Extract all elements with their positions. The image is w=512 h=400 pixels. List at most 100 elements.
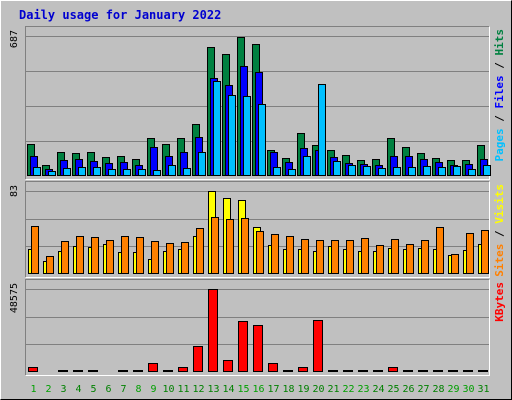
bar-pages-day-1 xyxy=(33,167,41,176)
bar-sites-day-30 xyxy=(466,233,474,274)
bar-sites-day-26 xyxy=(406,244,414,274)
bar-pages-day-5 xyxy=(93,167,101,176)
bar-pages-day-26 xyxy=(408,167,416,176)
bar-sites-day-9 xyxy=(151,241,159,274)
day-label-22: 22 xyxy=(342,384,354,395)
bar-sites-day-24 xyxy=(376,245,384,274)
legend-part-3: / xyxy=(493,56,506,76)
day-label-17: 17 xyxy=(267,384,279,395)
plot-bevel-light xyxy=(25,181,490,278)
bar-kbytes-day-1 xyxy=(28,367,38,372)
chart-title: Daily usage for January 2022 xyxy=(19,8,221,22)
bar-pages-day-8 xyxy=(138,169,146,176)
day-label-13: 13 xyxy=(207,384,219,395)
series-kbytes xyxy=(28,289,488,372)
day-label-28: 28 xyxy=(432,384,444,395)
bar-kbytes-day-17 xyxy=(268,363,278,372)
day-label-21: 21 xyxy=(327,384,339,395)
bar-pages-day-12 xyxy=(198,152,206,176)
day-label-18: 18 xyxy=(282,384,294,395)
panel-visits: 83 Sites / Visits xyxy=(9,181,506,278)
bar-kbytes-day-13 xyxy=(208,289,218,372)
bar-kbytes-day-21 xyxy=(328,370,338,372)
plot-bevel-light xyxy=(25,26,490,180)
day-label-11: 11 xyxy=(177,384,189,395)
bar-kbytes-day-30 xyxy=(463,370,473,372)
day-label-4: 4 xyxy=(75,384,81,395)
bar-pages-day-19 xyxy=(303,156,311,176)
bar-pages-day-24 xyxy=(378,168,386,176)
bar-sites-day-21 xyxy=(331,240,339,274)
bar-pages-day-15 xyxy=(243,96,251,176)
bar-kbytes-day-22 xyxy=(343,370,353,372)
day-label-7: 7 xyxy=(120,384,126,395)
bar-sites-day-5 xyxy=(91,237,99,274)
plot-bevel-light xyxy=(25,279,490,376)
legend-part-1: / xyxy=(493,109,506,129)
bar-kbytes-day-5 xyxy=(88,370,98,372)
day-label-2: 2 xyxy=(45,384,51,395)
bar-sites-day-28 xyxy=(436,227,444,274)
day-label-9: 9 xyxy=(150,384,156,395)
bar-pages-day-31 xyxy=(483,165,491,176)
bar-pages-day-16 xyxy=(258,104,266,176)
bar-kbytes-day-18 xyxy=(283,370,293,372)
day-label-30: 30 xyxy=(462,384,474,395)
ymax-label-hits: 687 xyxy=(9,30,20,48)
bar-pages-day-23 xyxy=(363,166,371,176)
bar-sites-day-3 xyxy=(61,241,69,274)
bar-kbytes-day-23 xyxy=(358,370,368,372)
legend-part-1: / xyxy=(493,224,506,244)
bar-sites-day-10 xyxy=(166,243,174,274)
panel-kbytes: 48575 KBytes xyxy=(9,279,506,376)
panels-group: 687 Pages / Files / Hits 83 Sites / Visits 4… xyxy=(9,26,506,376)
bar-kbytes-day-8 xyxy=(133,370,143,372)
bar-sites-day-20 xyxy=(316,240,324,274)
bar-kbytes-day-3 xyxy=(58,370,68,372)
day-label-29: 29 xyxy=(447,384,459,395)
bar-pages-day-17 xyxy=(273,167,281,176)
day-label-1: 1 xyxy=(30,384,36,395)
bar-kbytes-day-14 xyxy=(223,360,233,372)
series-pages xyxy=(33,81,491,176)
bar-sites-day-15 xyxy=(241,218,249,274)
bar-pages-day-18 xyxy=(288,169,296,176)
legend-part-0: Pages xyxy=(493,128,506,161)
day-label-19: 19 xyxy=(297,384,309,395)
bar-sites-day-29 xyxy=(451,254,459,274)
bar-kbytes-day-16 xyxy=(253,325,263,372)
bar-pages-day-6 xyxy=(108,169,116,176)
bar-pages-day-7 xyxy=(123,169,131,176)
bar-kbytes-day-9 xyxy=(148,363,158,372)
series-legend-kbytes: KBytes xyxy=(493,282,506,322)
bar-kbytes-day-20 xyxy=(313,320,323,372)
day-label-16: 16 xyxy=(252,384,264,395)
day-label-20: 20 xyxy=(312,384,324,395)
series-sites xyxy=(31,217,489,274)
ymax-label-kbytes: 48575 xyxy=(9,283,20,313)
bar-sites-day-19 xyxy=(301,239,309,274)
bar-pages-day-2 xyxy=(48,171,56,176)
bar-pages-day-25 xyxy=(393,167,401,176)
plot-bevel-dark xyxy=(25,26,490,180)
series-legend-hits: Pages / Files / Hits xyxy=(493,29,506,162)
plot-bevel-dark xyxy=(25,181,490,278)
bar-pages-day-3 xyxy=(63,168,71,176)
panel-hits: 687 Pages / Files / Hits xyxy=(9,26,506,180)
bar-pages-day-20 xyxy=(318,84,326,176)
day-label-10: 10 xyxy=(162,384,174,395)
bar-pages-day-27 xyxy=(423,166,431,176)
bar-sites-day-14 xyxy=(226,219,234,274)
bar-pages-day-28 xyxy=(438,167,446,176)
day-label-23: 23 xyxy=(357,384,369,395)
bar-sites-day-2 xyxy=(46,256,54,274)
day-label-24: 24 xyxy=(372,384,384,395)
legend-part-0: Sites xyxy=(493,244,506,277)
bar-kbytes-day-31 xyxy=(478,370,488,372)
legend-part-4: Hits xyxy=(493,29,506,56)
day-label-12: 12 xyxy=(192,384,204,395)
bar-kbytes-day-29 xyxy=(448,370,458,372)
bar-kbytes-day-4 xyxy=(73,370,83,372)
bar-sites-day-8 xyxy=(136,237,144,274)
